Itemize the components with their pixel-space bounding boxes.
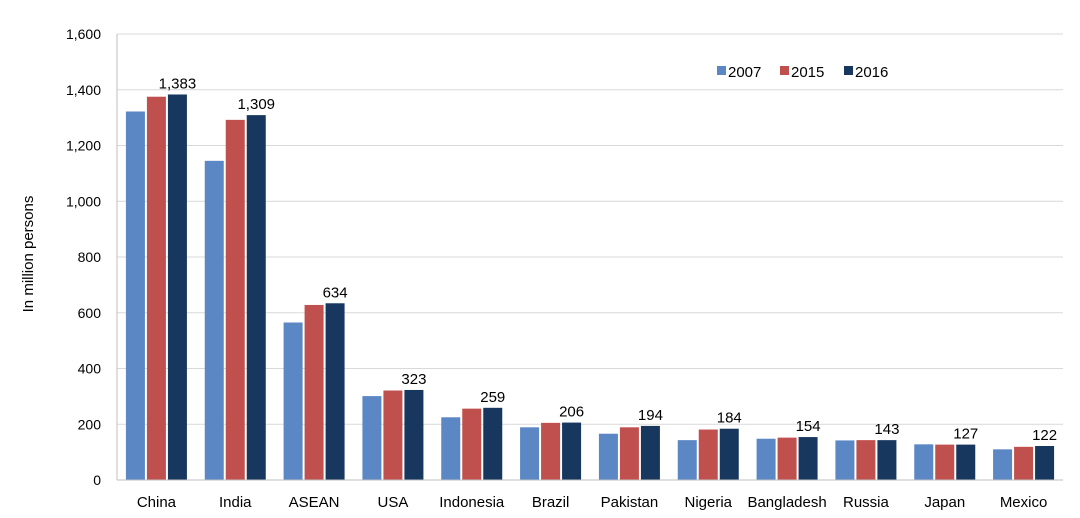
- data-label: 259: [480, 389, 505, 406]
- legend-label: 2007: [728, 64, 761, 81]
- bars: [125, 94, 1055, 481]
- y-axis-label: In million persons: [20, 196, 37, 313]
- legend-label: 2016: [855, 64, 888, 81]
- bar-2007: [520, 427, 540, 480]
- bar-2016: [325, 303, 345, 480]
- y-tick-label: 800: [78, 249, 102, 265]
- data-label: 154: [796, 418, 821, 435]
- data-label: 634: [323, 284, 348, 301]
- legend-swatch-2007: [717, 66, 726, 75]
- x-tick-label: China: [137, 494, 177, 511]
- x-tick-label: Indonesia: [439, 494, 505, 511]
- x-tick-label: Russia: [843, 494, 890, 511]
- bar-2015: [1014, 446, 1034, 480]
- bar-2007: [993, 449, 1013, 480]
- bar-2007: [677, 440, 697, 480]
- bar-2015: [935, 444, 955, 480]
- bar-2016: [719, 428, 739, 480]
- grid-lines: [117, 33, 1063, 425]
- x-tick-label: India: [219, 494, 252, 511]
- bar-2015: [383, 390, 403, 480]
- bar-2007: [835, 440, 855, 480]
- legend-swatch-2016: [844, 66, 853, 75]
- x-tick-label: Pakistan: [601, 494, 659, 511]
- bar-2015: [225, 119, 245, 480]
- y-tick-label: 1,400: [66, 82, 101, 98]
- data-label: 323: [401, 371, 426, 388]
- x-tick-label: Japan: [924, 494, 965, 511]
- y-tick-label: 0: [93, 472, 101, 488]
- bar-2016: [562, 422, 582, 480]
- legend: 2007 2015 2016: [717, 64, 888, 81]
- bar-2016: [246, 115, 266, 481]
- y-tick-label: 400: [78, 361, 102, 377]
- data-label: 127: [953, 426, 978, 443]
- x-tick-label: Nigeria: [684, 494, 732, 511]
- data-label: 206: [559, 404, 584, 421]
- x-tick-label: ASEAN: [289, 494, 340, 511]
- bar-2007: [125, 111, 145, 481]
- bar-2015: [462, 408, 482, 480]
- bar-2015: [856, 440, 876, 480]
- data-label: 143: [874, 421, 899, 438]
- bar-2016: [167, 94, 187, 481]
- y-tick-label: 1,600: [66, 26, 101, 42]
- data-label: 122: [1032, 427, 1057, 444]
- bar-2015: [541, 422, 561, 480]
- bar-2007: [598, 433, 618, 480]
- bar-2007: [756, 438, 776, 480]
- bar-2016: [483, 407, 503, 480]
- bar-2016: [1035, 445, 1055, 480]
- y-tick-label: 200: [78, 416, 102, 432]
- bar-2016: [404, 389, 424, 480]
- x-axis: China India ASEAN USA Indonesia Brazil Pakista…: [117, 479, 1063, 511]
- bar-2016: [877, 440, 897, 480]
- data-labels: 1,383 1,309 634 323 259 206 194 184 154 143 127 122: [159, 75, 1057, 444]
- y-tick-label: 1,200: [66, 138, 101, 154]
- bar-2016: [956, 444, 976, 480]
- bar-2007: [362, 396, 382, 480]
- x-tick-label: Bangladesh: [747, 494, 826, 511]
- y-tick-label: 600: [78, 305, 102, 321]
- bar-2015: [146, 96, 166, 480]
- bar-2007: [441, 417, 461, 480]
- bar-2016: [798, 437, 818, 480]
- x-tick-label: USA: [377, 494, 408, 511]
- x-tick-label: Mexico: [1000, 494, 1048, 511]
- bar-2015: [698, 429, 718, 480]
- data-label: 1,309: [237, 96, 275, 113]
- bar-2015: [304, 304, 324, 480]
- data-label: 194: [638, 407, 663, 424]
- data-label: 1,383: [159, 75, 197, 92]
- y-tick-label: 1,000: [66, 193, 101, 209]
- bar-2007: [283, 322, 303, 480]
- y-axis: 0 200 400 600 800 1,000 1,200 1,400 1,600: [66, 26, 118, 488]
- x-tick-label: Brazil: [532, 494, 570, 511]
- bar-2007: [914, 444, 934, 480]
- legend-label: 2015: [791, 64, 824, 81]
- bar-2007: [204, 160, 224, 481]
- bar-2016: [640, 425, 660, 480]
- data-label: 184: [717, 410, 742, 427]
- bar-2015: [619, 427, 639, 480]
- legend-swatch-2015: [780, 66, 789, 75]
- bar-2015: [777, 437, 797, 480]
